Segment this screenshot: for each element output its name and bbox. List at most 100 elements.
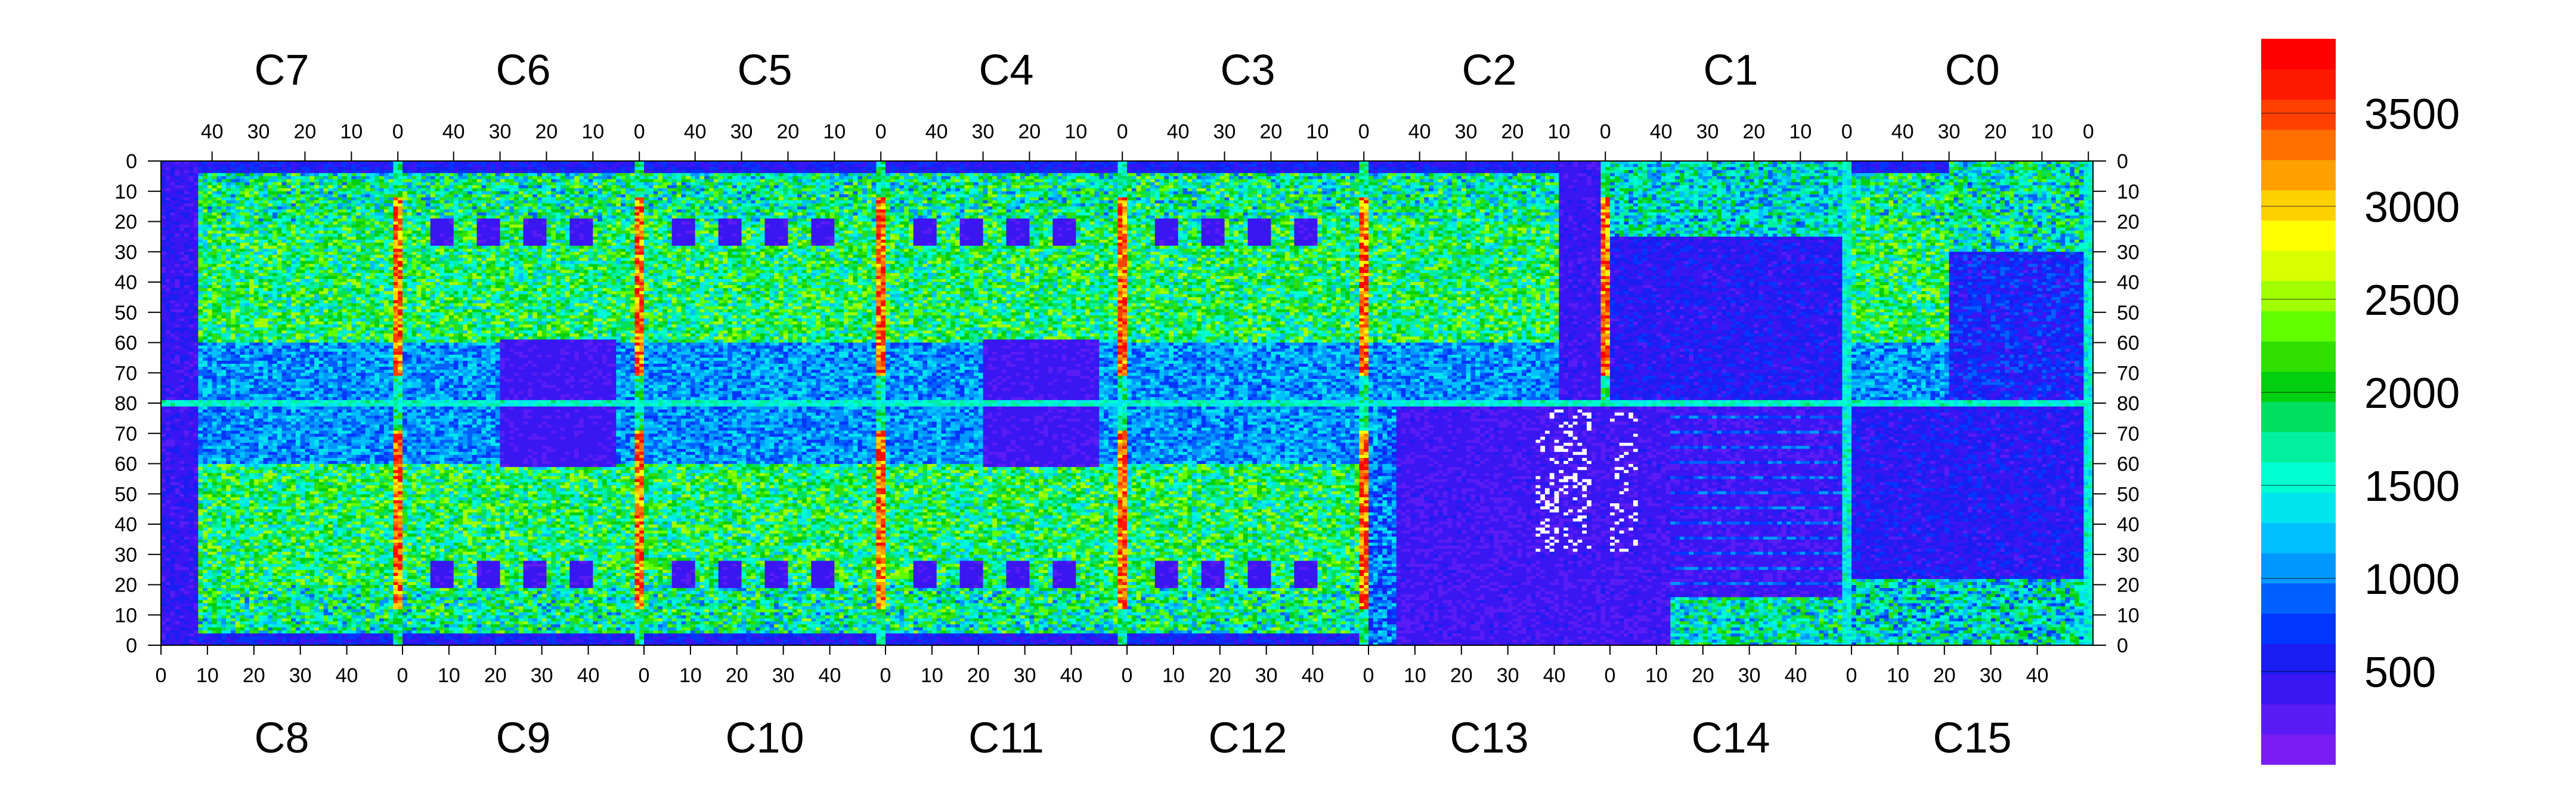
heat-cell xyxy=(184,270,189,274)
heat-cell xyxy=(254,339,259,343)
heat-cell xyxy=(286,349,291,352)
heat-cell xyxy=(296,170,301,174)
heat-cell xyxy=(328,203,333,207)
heat-cell xyxy=(221,400,226,404)
heat-cell xyxy=(309,276,314,280)
heat-cell xyxy=(189,349,194,352)
heat-cell xyxy=(240,279,244,283)
heat-cell xyxy=(236,185,240,189)
heat-cell xyxy=(333,324,338,328)
heat-cell xyxy=(221,370,226,376)
heat-cell xyxy=(171,358,175,361)
heat-cell xyxy=(208,212,212,216)
heat-cell xyxy=(324,339,329,343)
heat-cell xyxy=(296,367,301,370)
heat-cell xyxy=(328,282,333,286)
heat-cell xyxy=(259,382,264,385)
heat-cell xyxy=(254,273,259,277)
heat-cell xyxy=(291,304,296,307)
heat-cell xyxy=(286,394,291,398)
heat-cell xyxy=(282,179,287,182)
heat-cell xyxy=(333,218,338,222)
heat-cell xyxy=(324,170,329,174)
heat-cell xyxy=(226,182,231,186)
heat-cell xyxy=(286,167,291,171)
heat-cell xyxy=(161,237,166,240)
heat-cell xyxy=(226,355,231,361)
heat-cell xyxy=(268,385,273,395)
heat-cell xyxy=(296,279,301,283)
heat-cell xyxy=(277,173,282,177)
heat-cell xyxy=(333,164,338,168)
heat-cell xyxy=(305,279,309,283)
heat-cell xyxy=(305,312,309,316)
heat-cell xyxy=(249,191,254,195)
heat-cell xyxy=(231,349,236,352)
heat-cell xyxy=(301,215,305,219)
heat-cell xyxy=(194,167,199,174)
heat-cell xyxy=(324,240,329,249)
heat-cell xyxy=(328,343,333,346)
heat-cell xyxy=(179,200,184,204)
heat-cell xyxy=(259,209,264,213)
heat-cell xyxy=(309,179,314,182)
heat-cell xyxy=(259,206,264,210)
heat-cell xyxy=(296,167,301,171)
heat-cell xyxy=(319,349,324,352)
heat-cell xyxy=(277,288,282,292)
heat-cell xyxy=(273,231,277,240)
heat-cell xyxy=(189,379,194,400)
heat-cell xyxy=(273,364,277,367)
heat-cell xyxy=(268,185,273,189)
heat-cell xyxy=(221,358,226,361)
heat-cell xyxy=(263,294,268,298)
heat-cell xyxy=(231,346,236,349)
heat-cell xyxy=(240,400,244,404)
heat-cell xyxy=(184,361,189,364)
heat-cell xyxy=(268,240,273,243)
heat-cell xyxy=(244,333,249,337)
heat-cell xyxy=(291,312,296,319)
heat-cell xyxy=(296,185,301,189)
heat-cell xyxy=(208,243,212,249)
heat-cell xyxy=(273,288,277,292)
heat-cell xyxy=(314,225,319,228)
heat-cell xyxy=(244,185,249,189)
heat-cell xyxy=(198,285,203,289)
heat-cell xyxy=(203,294,208,298)
heat-cell xyxy=(314,209,319,213)
heat-cell xyxy=(301,228,305,231)
heat-cell xyxy=(254,288,259,292)
heat-cell xyxy=(333,294,338,301)
heat-cell xyxy=(194,294,199,298)
heat-cell xyxy=(212,358,217,361)
heat-cell xyxy=(194,333,199,337)
heat-cell xyxy=(309,361,314,364)
heat-cell xyxy=(263,361,268,370)
heat-cell xyxy=(282,173,287,177)
heat-cell xyxy=(268,255,273,258)
heat-cell xyxy=(259,327,264,331)
heat-cell xyxy=(194,370,199,376)
heat-cell xyxy=(305,206,309,210)
heat-cell xyxy=(240,264,244,268)
heat-cell xyxy=(166,291,171,298)
heat-cell xyxy=(314,388,319,392)
heat-cell xyxy=(259,288,264,298)
heat-cell xyxy=(166,255,171,258)
heat-cell xyxy=(221,336,226,340)
heat-cell xyxy=(305,243,309,249)
heat-cell xyxy=(268,176,273,179)
heat-cell xyxy=(259,246,264,249)
heat-cell xyxy=(301,307,305,310)
heat-cell xyxy=(291,212,296,216)
heat-cell xyxy=(314,346,319,349)
heat-cell xyxy=(305,339,309,343)
heat-cell xyxy=(314,179,319,182)
heat-cell xyxy=(273,255,277,258)
heat-cell xyxy=(263,291,268,295)
heat-cell xyxy=(319,258,324,261)
heat-cell xyxy=(277,312,282,316)
heat-cell xyxy=(282,222,287,225)
heat-cell xyxy=(236,255,240,258)
